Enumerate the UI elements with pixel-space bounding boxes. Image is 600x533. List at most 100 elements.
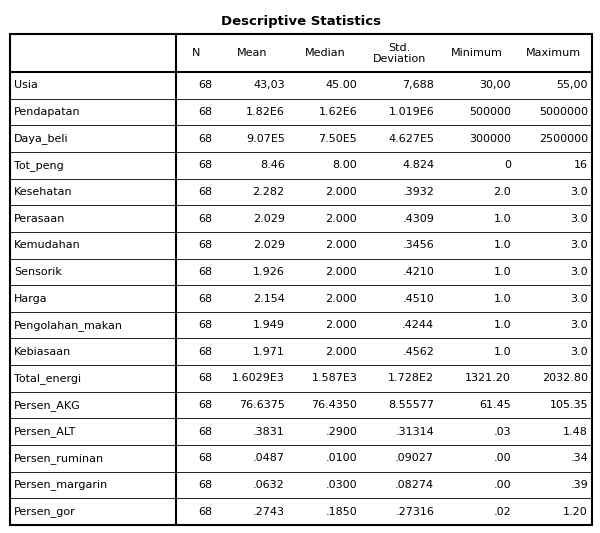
Text: 55,00: 55,00: [557, 80, 588, 90]
Text: 2.000: 2.000: [326, 267, 358, 277]
Text: .00: .00: [493, 480, 511, 490]
Text: .00: .00: [493, 454, 511, 463]
Text: 68: 68: [198, 427, 212, 437]
Text: 8.55577: 8.55577: [388, 400, 434, 410]
Text: 68: 68: [198, 320, 212, 330]
Text: 2.000: 2.000: [326, 214, 358, 223]
Text: 45.00: 45.00: [326, 80, 358, 90]
Text: .3456: .3456: [403, 240, 434, 250]
Text: 3.0: 3.0: [571, 240, 588, 250]
Text: 4.627E5: 4.627E5: [388, 134, 434, 143]
Text: 2.000: 2.000: [326, 240, 358, 250]
Text: 68: 68: [198, 480, 212, 490]
Text: N: N: [191, 48, 200, 58]
Text: .4210: .4210: [403, 267, 434, 277]
Text: 68: 68: [198, 454, 212, 463]
Text: 1.926: 1.926: [253, 267, 285, 277]
Text: 1.82E6: 1.82E6: [246, 107, 285, 117]
Text: 8.46: 8.46: [260, 160, 285, 170]
Text: .02: .02: [493, 507, 511, 516]
Text: 3.0: 3.0: [571, 267, 588, 277]
Text: Sensorik: Sensorik: [14, 267, 62, 277]
Text: Kebiasaan: Kebiasaan: [14, 347, 71, 357]
Text: 2.029: 2.029: [253, 240, 285, 250]
Text: 1321.20: 1321.20: [465, 374, 511, 383]
Text: 68: 68: [198, 374, 212, 383]
Text: 1.949: 1.949: [253, 320, 285, 330]
Text: .2900: .2900: [325, 427, 358, 437]
Text: .34: .34: [570, 454, 588, 463]
Text: 68: 68: [198, 294, 212, 303]
Text: 2.282: 2.282: [253, 187, 285, 197]
Text: 16: 16: [574, 160, 588, 170]
Text: Perasaan: Perasaan: [14, 214, 65, 223]
Text: Pengolahan_makan: Pengolahan_makan: [14, 320, 123, 330]
Text: 3.0: 3.0: [571, 187, 588, 197]
Text: Harga: Harga: [14, 294, 47, 303]
Text: 7.50E5: 7.50E5: [319, 134, 358, 143]
Text: 1.0: 1.0: [493, 347, 511, 357]
Text: 0: 0: [504, 160, 511, 170]
Text: 1.48: 1.48: [563, 427, 588, 437]
Text: 1.0: 1.0: [493, 214, 511, 223]
Text: 68: 68: [198, 240, 212, 250]
Text: 5000000: 5000000: [539, 107, 588, 117]
Text: .3831: .3831: [253, 427, 285, 437]
Text: 2.029: 2.029: [253, 214, 285, 223]
Text: 1.0: 1.0: [493, 267, 511, 277]
Text: 8.00: 8.00: [332, 160, 358, 170]
Text: .4309: .4309: [403, 214, 434, 223]
Text: 3.0: 3.0: [571, 347, 588, 357]
Text: .4510: .4510: [403, 294, 434, 303]
Text: .27316: .27316: [395, 507, 434, 516]
Text: 1.0: 1.0: [493, 240, 511, 250]
Text: Persen_AKG: Persen_AKG: [14, 400, 81, 410]
Text: 1.0: 1.0: [493, 320, 511, 330]
Text: 68: 68: [198, 400, 212, 410]
Text: .03: .03: [493, 427, 511, 437]
Text: 43,03: 43,03: [253, 80, 285, 90]
Text: 2500000: 2500000: [539, 134, 588, 143]
Text: 61.45: 61.45: [479, 400, 511, 410]
Text: Kesehatan: Kesehatan: [14, 187, 73, 197]
Text: Kemudahan: Kemudahan: [14, 240, 81, 250]
Text: .08274: .08274: [395, 480, 434, 490]
Text: .31314: .31314: [395, 427, 434, 437]
Text: 2.154: 2.154: [253, 294, 285, 303]
Text: Descriptive Statistics: Descriptive Statistics: [221, 14, 381, 28]
Text: 68: 68: [198, 347, 212, 357]
Text: .0300: .0300: [326, 480, 358, 490]
Text: .1850: .1850: [326, 507, 358, 516]
Text: .2743: .2743: [253, 507, 285, 516]
Text: 2.0: 2.0: [493, 187, 511, 197]
Text: Total_energi: Total_energi: [14, 373, 81, 384]
Text: 105.35: 105.35: [550, 400, 588, 410]
Text: .4244: .4244: [402, 320, 434, 330]
Text: .4562: .4562: [403, 347, 434, 357]
Text: 9.07E5: 9.07E5: [246, 134, 285, 143]
Text: 68: 68: [198, 507, 212, 516]
Text: 30,00: 30,00: [479, 80, 511, 90]
Text: 1.728E2: 1.728E2: [388, 374, 434, 383]
Text: Mean: Mean: [237, 48, 268, 58]
Text: 68: 68: [198, 160, 212, 170]
Text: 2.000: 2.000: [326, 294, 358, 303]
Text: 1.62E6: 1.62E6: [319, 107, 358, 117]
Text: 2.000: 2.000: [326, 320, 358, 330]
Text: .39: .39: [570, 480, 588, 490]
Text: 1.6029E3: 1.6029E3: [232, 374, 285, 383]
Text: 68: 68: [198, 80, 212, 90]
Text: 1.0: 1.0: [493, 294, 511, 303]
Text: .0487: .0487: [253, 454, 285, 463]
Text: Maximum: Maximum: [526, 48, 581, 58]
Text: Pendapatan: Pendapatan: [14, 107, 80, 117]
Text: 3.0: 3.0: [571, 294, 588, 303]
Text: 1.971: 1.971: [253, 347, 285, 357]
Text: Minimum: Minimum: [451, 48, 503, 58]
Text: Persen_ruminan: Persen_ruminan: [14, 453, 104, 464]
Text: 1.20: 1.20: [563, 507, 588, 516]
Text: Persen_ALT: Persen_ALT: [14, 426, 76, 437]
Text: Median: Median: [305, 48, 346, 58]
Text: 500000: 500000: [469, 107, 511, 117]
Text: 68: 68: [198, 267, 212, 277]
